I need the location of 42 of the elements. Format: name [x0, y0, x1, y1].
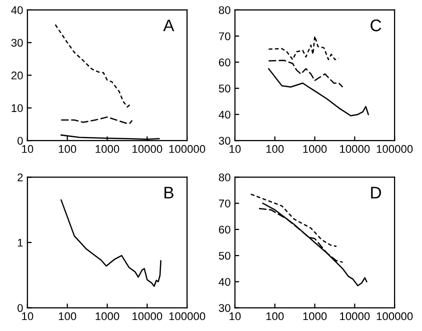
y-tick-label: 30	[218, 304, 230, 312]
y-tick-label: 70	[218, 200, 230, 208]
x-tick-label: 1000	[303, 312, 327, 320]
x-tick-label: 1000	[303, 145, 327, 153]
annotation: A	[163, 20, 174, 32]
annotation: D	[371, 186, 382, 198]
y-tick-label: 0	[18, 136, 23, 145]
x-tick-label: 10000	[340, 312, 370, 320]
x-tick-label: 100000	[376, 312, 413, 320]
x-tick-label: 100000	[169, 145, 206, 153]
x-tick-label: 10	[230, 312, 241, 320]
x-tick-label: 100	[266, 312, 284, 320]
y-tick-label: 50	[218, 252, 230, 260]
x-tick-label: 10000	[132, 312, 162, 320]
x-tick-label: 10000	[340, 145, 370, 153]
y-tick-label: 1	[18, 238, 23, 247]
y-tick-label: 40	[218, 278, 230, 286]
y-tick-label: 70	[218, 32, 230, 40]
y-tick-label: 40	[218, 110, 230, 119]
y-tick-label: 60	[218, 58, 230, 66]
annotation: B	[164, 186, 174, 198]
y-tick-label: 10	[12, 104, 23, 112]
x-tick-label: 10	[230, 145, 241, 153]
x-tick-label: 100000	[169, 312, 206, 320]
x-tick-label: 1000	[96, 145, 120, 153]
y-tick-label: 20	[11, 72, 23, 80]
x-tick-label: 100	[58, 145, 76, 153]
y-tick-label: 40	[11, 6, 23, 14]
x-tick-label: 100	[266, 145, 284, 153]
annotation: C	[370, 20, 382, 32]
y-tick-label: 30	[11, 38, 23, 47]
y-tick-label: 80	[218, 173, 230, 182]
x-tick-label: 100000	[376, 145, 413, 153]
y-tick-label: 30	[218, 136, 230, 145]
y-tick-label: 60	[218, 226, 230, 234]
y-tick-label: 2	[18, 173, 23, 182]
x-tick-label: 10000	[132, 145, 162, 153]
x-tick-label: 100	[58, 312, 76, 320]
x-tick-label: 1000	[96, 312, 120, 320]
y-tick-label: 50	[218, 84, 230, 92]
y-tick-label: 80	[218, 6, 230, 14]
y-tick-label: 0	[18, 304, 23, 312]
